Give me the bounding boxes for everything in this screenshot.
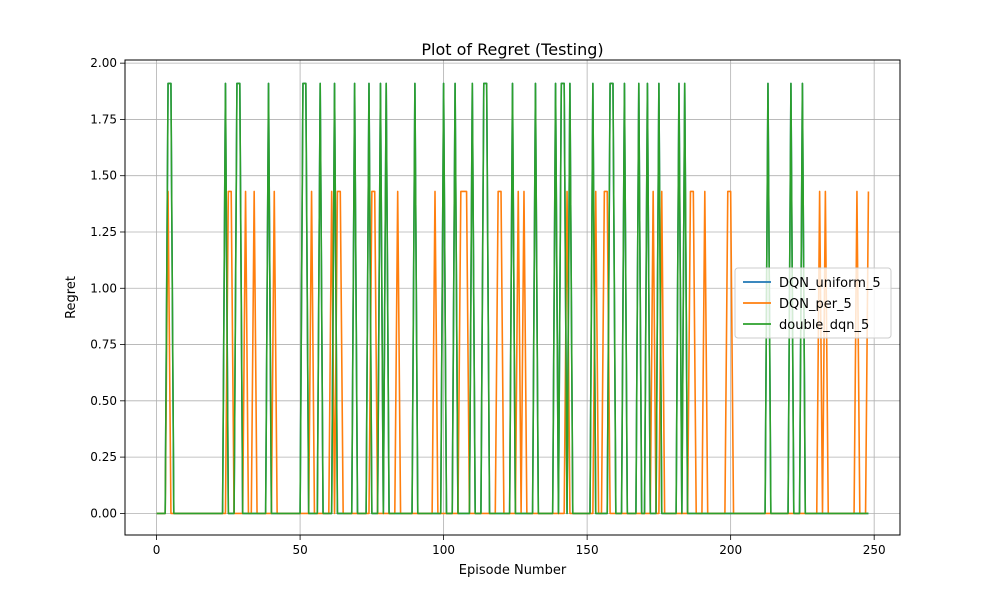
legend: DQN_uniform_5 DQN_per_5 double_dqn_5: [734, 267, 892, 339]
y-tick-label: 1.25: [90, 225, 117, 239]
y-axis-label: Regret: [64, 276, 79, 319]
y-tick-label: 1.75: [90, 112, 117, 126]
y-tick-label: 0.25: [90, 450, 117, 464]
legend-entry-label: DQN_per_5: [779, 297, 852, 312]
plot-frame: [124, 59, 901, 536]
y-tick-label: 0.75: [90, 338, 117, 352]
chart-title: Plot of Regret (Testing): [421, 40, 603, 59]
x-tick-label: 200: [719, 543, 742, 557]
y-tick-label: 1.50: [90, 169, 117, 183]
x-tick-label: 250: [863, 543, 886, 557]
legend-box: [734, 267, 892, 339]
y-tick-label: 1.00: [90, 281, 117, 295]
legend-entry-label: double_dqn_5: [779, 318, 869, 333]
series-line-double-dqn-5: [156, 82, 869, 515]
series-lines: [156, 82, 870, 515]
x-tick-label: 100: [432, 543, 455, 557]
y-tick-label: 2.00: [90, 56, 117, 70]
x-tick-label: 150: [576, 543, 599, 557]
axis-ticks: 0 50 100 150 200 250 0.00 0.25 0.50 0.75 1.00 1.25 1…: [90, 56, 885, 557]
legend-entry-label: DQN_uniform_5: [779, 276, 881, 291]
x-tick-label: 50: [292, 543, 307, 557]
y-tick-label: 0.00: [90, 506, 117, 520]
x-tick-label: 0: [153, 543, 161, 557]
x-axis-label: Episode Number: [459, 563, 567, 578]
y-tick-label: 0.50: [90, 394, 117, 408]
